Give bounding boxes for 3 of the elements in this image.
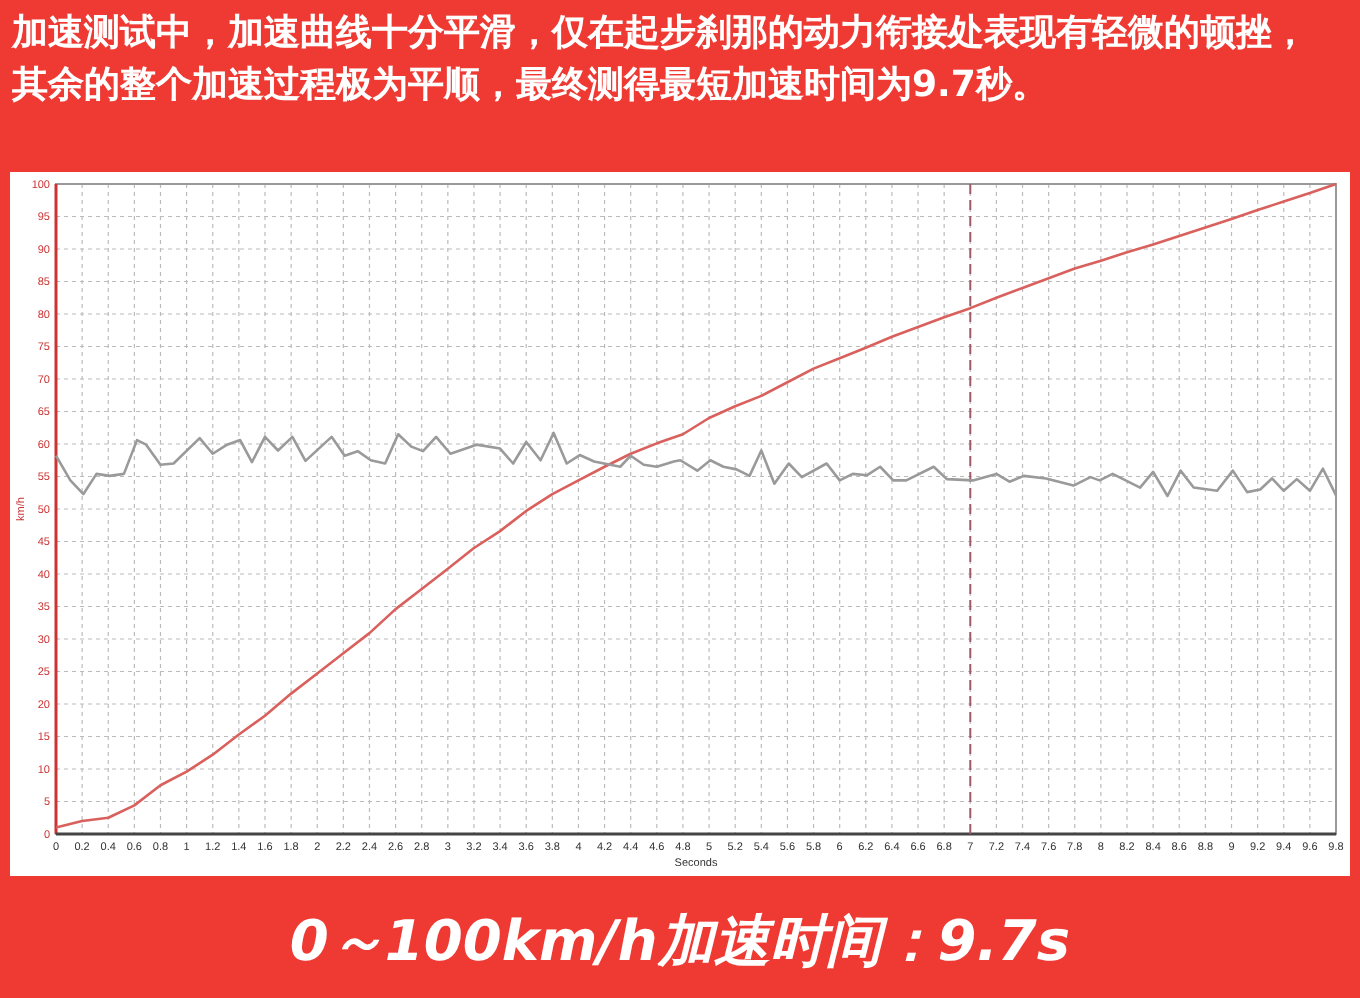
text: 0～100km/h加速时间：9.7s <box>289 908 1071 974</box>
chart-title: 加速测试中，加速曲线十分平滑，仅在起步刹那的动力衔接处表现有轻微的顿挫，其余的整个加速过程极为平顺，最终测得最短加速时间为9.7秒。 <box>10 12 1308 106</box>
line-series <box>54 182 1338 829</box>
